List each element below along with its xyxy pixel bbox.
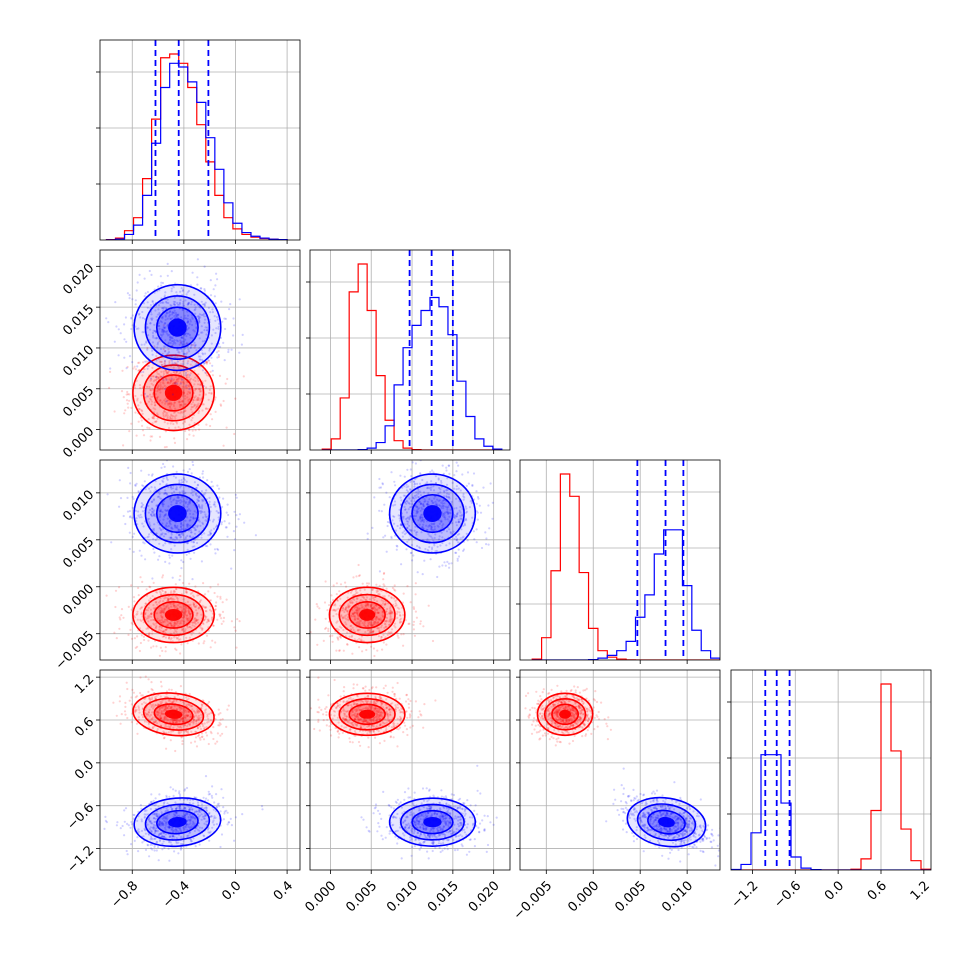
panel-frame [309,669,511,871]
contour-line [132,692,215,737]
density-level [168,816,187,828]
hist-red [731,683,931,870]
density-level [164,609,183,621]
hist-red [531,473,720,660]
contour-line [636,803,697,842]
density-level [164,384,183,401]
contour-line [142,593,205,637]
hist-panel-3 [727,669,932,874]
scatter-blue [605,767,720,867]
panel-body [520,460,720,660]
contour-line [133,473,222,554]
contour-line [144,483,211,544]
contour-line [328,692,406,737]
contour-line [338,593,396,637]
panel-body [310,460,510,660]
contour-line [647,809,686,835]
hist-panel-0 [96,39,301,244]
density-level [168,505,187,522]
panel-body [100,250,300,450]
density-level [658,816,675,828]
panel-frame [309,459,511,661]
panel-body [310,250,510,450]
contour-line [388,797,477,847]
panel-frame [99,39,301,241]
contour-line [348,703,386,726]
panel-body [100,670,300,870]
density-level [164,709,183,719]
panel-body [100,460,300,660]
scatter-panel-2-1 [306,459,511,664]
hist-blue [105,62,288,240]
panel-frame [309,249,511,451]
density-level [168,318,187,337]
contour-line [142,697,205,731]
density-level [423,817,442,828]
contour-line [132,354,215,432]
panel-frame [730,669,932,871]
panel-body [731,670,931,870]
contour-line [156,809,199,835]
panels-layer: 0.0000.0050.0100.0150.020−0.0050.0000.00… [53,39,933,923]
contour-line [153,600,194,629]
contour-line [400,483,465,544]
contour-line [411,809,454,835]
contour-line [543,697,587,731]
panel-body [310,670,510,870]
panel-body [520,670,720,870]
contour-line [153,703,194,726]
contour-line [388,473,477,554]
panel-frame [519,459,721,661]
contour-line [338,697,396,731]
contour-line [133,283,222,372]
contour-line [536,692,594,737]
density-level [359,709,376,719]
contour-line [626,796,707,848]
hist-blue [532,529,720,660]
contour-line [133,797,222,848]
contour-line [155,306,199,349]
panel-frame [99,249,301,451]
hist-panel-1 [306,249,511,454]
panel-body [100,40,300,240]
scatter-panel-3-0 [96,669,301,874]
scatter-panel-1-0 [96,249,301,454]
scatter-blue [105,258,244,403]
hist-panel-2 [516,459,721,664]
contour-line [142,364,205,422]
hist-blue [322,296,503,450]
contour-line [144,803,211,841]
contour-line [551,703,580,726]
scatter-panel-3-1 [306,669,511,874]
scatter-panel-3-2 [516,669,721,874]
contour-line [153,374,194,412]
density-level [423,505,442,522]
contour-line [400,803,465,841]
hist-blue [731,754,931,870]
panel-frame [519,669,721,871]
contour-line [132,586,215,644]
panel-frame [99,459,301,661]
contour-line [144,295,211,360]
scatter-panel-2-0 [96,459,301,664]
contour-line [155,493,199,534]
contour-line [328,586,406,644]
density-level [359,609,376,621]
density-level [559,709,571,719]
panel-frame [99,669,301,871]
contour-line [348,600,386,629]
contour-line [411,493,454,534]
